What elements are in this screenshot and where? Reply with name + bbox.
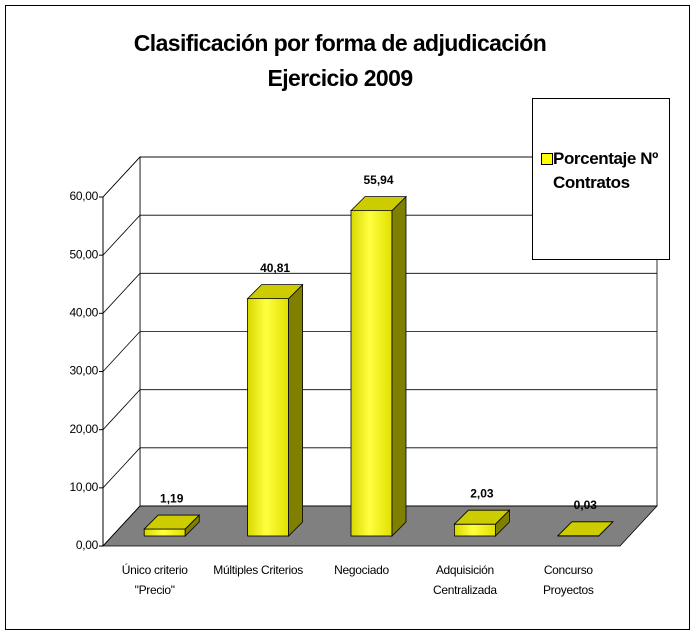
- y-tick-label: 50,00: [69, 247, 98, 261]
- bar-side: [288, 283, 304, 537]
- value-label: 0,03: [574, 498, 598, 512]
- x-tick-label: Concurso Proyectos: [542, 563, 594, 597]
- value-label: 1,19: [160, 491, 184, 505]
- grid-line-side: [102, 331, 141, 372]
- bar-top: [453, 509, 511, 525]
- chart-border: [5, 5, 690, 630]
- bar-top: [246, 284, 304, 300]
- bar: [453, 523, 496, 537]
- y-tick-label: 40,00: [69, 306, 98, 320]
- grid-line-side: [102, 214, 141, 256]
- bar-side: [391, 195, 407, 537]
- bar: [247, 298, 290, 537]
- chart-subtitle: Ejercicio 2009: [267, 65, 412, 91]
- grid-line-side: [102, 447, 141, 489]
- grid-line-side: [102, 273, 141, 314]
- bar: [350, 210, 393, 537]
- x-tick-label: Negociado: [334, 563, 389, 577]
- bar-top: [556, 521, 614, 537]
- legend: Porcentaje Nº Contratos: [532, 98, 670, 260]
- y-tick-label: 30,00: [69, 364, 98, 378]
- chart-title: Clasificación por forma de adjudicación: [134, 30, 546, 56]
- y-tick-label: 10,00: [69, 480, 98, 494]
- legend-label: Porcentaje Nº Contratos: [553, 149, 658, 192]
- y-tick-label: 20,00: [69, 422, 98, 436]
- value-label: 2,03: [470, 486, 494, 500]
- bar: [143, 528, 186, 537]
- bar-top: [350, 196, 407, 212]
- x-tick-label: Adquisición Centralizada: [433, 563, 497, 597]
- bar-top: [143, 514, 201, 530]
- legend-key: [541, 153, 553, 165]
- y-tick-label: 60,00: [69, 189, 98, 203]
- y-tick-label: 0,00: [76, 538, 99, 552]
- grid-line-side: [102, 505, 141, 547]
- grid-line-side: [102, 156, 141, 198]
- x-tick-label: Múltiples Criterios: [213, 563, 303, 577]
- value-label: 55,94: [363, 173, 393, 187]
- x-tick-label: Único criterio "Precio": [121, 563, 188, 597]
- value-label: 40,81: [260, 261, 290, 275]
- grid-line-side: [102, 389, 141, 430]
